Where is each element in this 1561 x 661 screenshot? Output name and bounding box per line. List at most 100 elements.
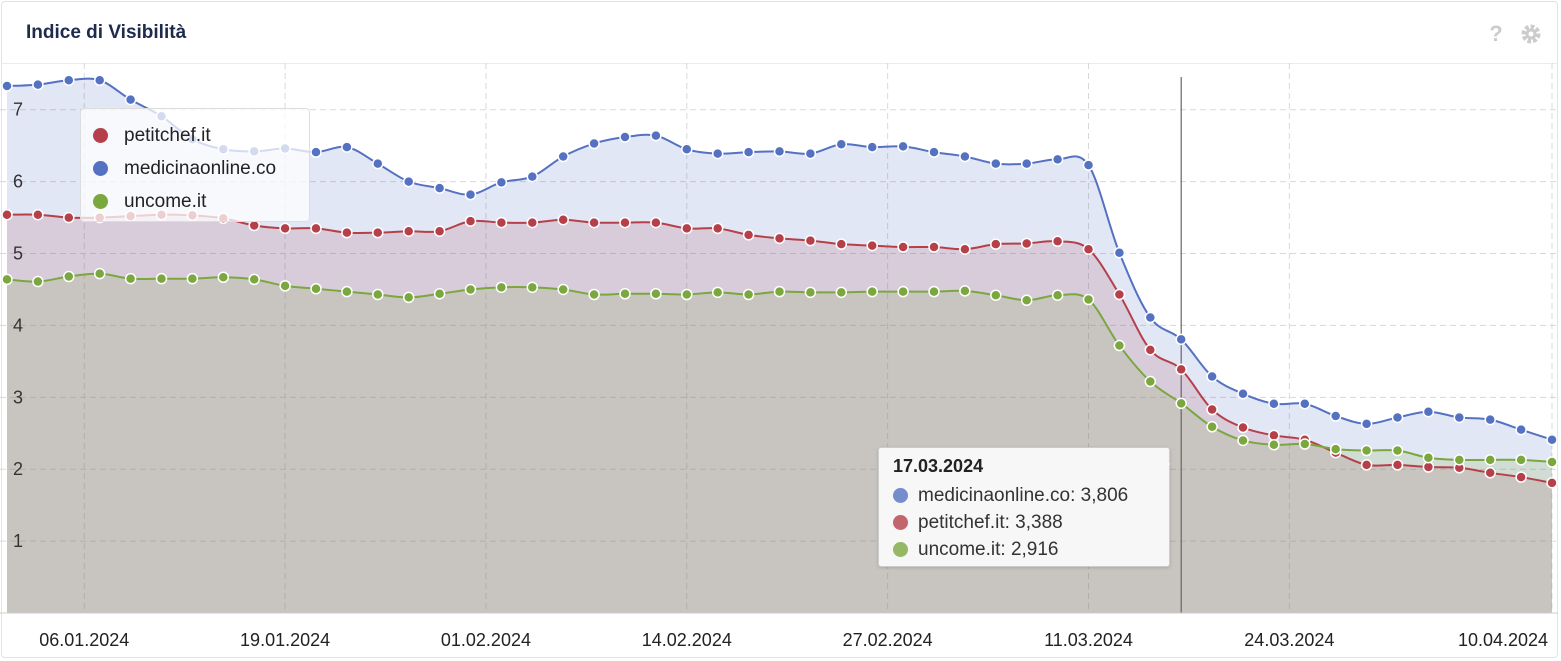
data-point — [1237, 421, 1249, 434]
data-point — [619, 288, 631, 300]
data-point — [650, 129, 662, 142]
legend-label: medicinaonline.co — [124, 157, 277, 179]
data-point — [928, 285, 940, 298]
tooltip-item: medicinaonline.co3,806 — [893, 482, 1169, 509]
data-point — [1113, 288, 1126, 301]
data-point — [1, 208, 13, 221]
data-point — [1360, 444, 1373, 457]
data-point — [1175, 363, 1187, 376]
header-icons: ? — [1487, 22, 1543, 46]
data-point — [1206, 421, 1218, 433]
tooltip-name: medicinaonline.co — [918, 485, 1081, 507]
data-point — [155, 272, 168, 285]
data-point — [1515, 454, 1527, 466]
settings-icon[interactable] — [1519, 22, 1543, 46]
data-point — [1051, 235, 1064, 248]
data-point — [495, 176, 508, 189]
data-point — [186, 272, 199, 285]
data-point — [1422, 405, 1435, 418]
data-point — [557, 150, 569, 163]
data-point — [1082, 243, 1095, 255]
data-point — [1268, 439, 1280, 451]
data-point — [1113, 247, 1126, 259]
data-point — [866, 285, 878, 298]
data-point — [495, 281, 508, 294]
data-point — [959, 285, 971, 297]
data-point — [279, 222, 291, 235]
x-tick-label: 14.02.2024 — [642, 630, 732, 650]
data-point — [433, 182, 446, 194]
data-point — [835, 238, 848, 250]
data-point — [928, 146, 940, 158]
data-point — [1020, 237, 1033, 250]
x-tick-label: 27.02.2024 — [843, 630, 933, 650]
x-tick-label: 10.04.2024 — [1458, 630, 1548, 650]
x-tick-label: 11.03.2024 — [1044, 630, 1133, 650]
tooltip-date: 17.03.2024 — [893, 456, 984, 476]
data-point — [124, 93, 137, 106]
data-point — [557, 283, 569, 296]
data-point — [464, 188, 477, 201]
data-point — [341, 285, 353, 298]
data-point — [1453, 454, 1466, 466]
data-point — [310, 146, 322, 158]
data-point — [1206, 370, 1218, 383]
data-point — [773, 232, 786, 245]
data-point — [804, 286, 817, 299]
data-point — [619, 216, 631, 229]
data-point — [959, 150, 971, 163]
help-icon[interactable]: ? — [1487, 22, 1505, 46]
data-point — [990, 157, 1002, 170]
data-point — [835, 138, 848, 150]
data-point — [402, 291, 415, 304]
data-point — [464, 215, 477, 227]
legend-item: petitchef.it — [93, 119, 309, 152]
data-point — [897, 285, 909, 298]
data-point — [650, 216, 662, 229]
data-point — [1360, 459, 1373, 471]
data-point — [279, 280, 291, 292]
data-point — [1020, 157, 1033, 170]
tooltip-item: uncome.it2,916 — [893, 536, 1169, 563]
data-point — [866, 141, 878, 153]
data-point — [372, 288, 384, 301]
data-point — [773, 145, 786, 158]
data-point — [1113, 339, 1126, 352]
data-point — [248, 273, 260, 286]
data-point — [681, 288, 693, 301]
data-point — [681, 222, 693, 235]
data-point — [32, 275, 44, 288]
tooltip-name: petitchef.it — [918, 512, 1015, 534]
data-point — [897, 241, 909, 253]
data-point — [1175, 397, 1187, 410]
data-point — [1329, 410, 1342, 422]
x-tick-label: 24.03.2024 — [1244, 630, 1334, 650]
data-point — [1453, 411, 1466, 424]
data-point — [1546, 433, 1558, 446]
data-point — [588, 216, 600, 229]
legend-marker — [93, 161, 108, 176]
data-point — [1299, 398, 1311, 410]
data-point — [1546, 456, 1558, 468]
data-point — [1144, 375, 1157, 388]
data-point — [1515, 471, 1527, 483]
data-point — [1329, 443, 1342, 455]
data-point — [372, 157, 384, 170]
legend-item: uncome.it — [93, 185, 309, 218]
data-point — [1268, 398, 1280, 410]
data-point — [681, 143, 693, 156]
y-tick-label: 5 — [13, 244, 23, 264]
tooltip-value: 3,806 — [1080, 484, 1129, 506]
legend: petitchef.it medicinaonline.co uncome.it — [80, 108, 310, 222]
data-point — [526, 216, 539, 229]
tooltip-marker — [893, 488, 908, 503]
legend-label: uncome.it — [124, 190, 207, 212]
data-point — [1484, 454, 1496, 466]
legend-label: petitchef.it — [124, 124, 211, 146]
data-point — [557, 213, 569, 226]
data-point — [1360, 418, 1373, 430]
data-point — [928, 241, 940, 253]
data-point — [433, 225, 446, 237]
data-point — [897, 140, 909, 153]
